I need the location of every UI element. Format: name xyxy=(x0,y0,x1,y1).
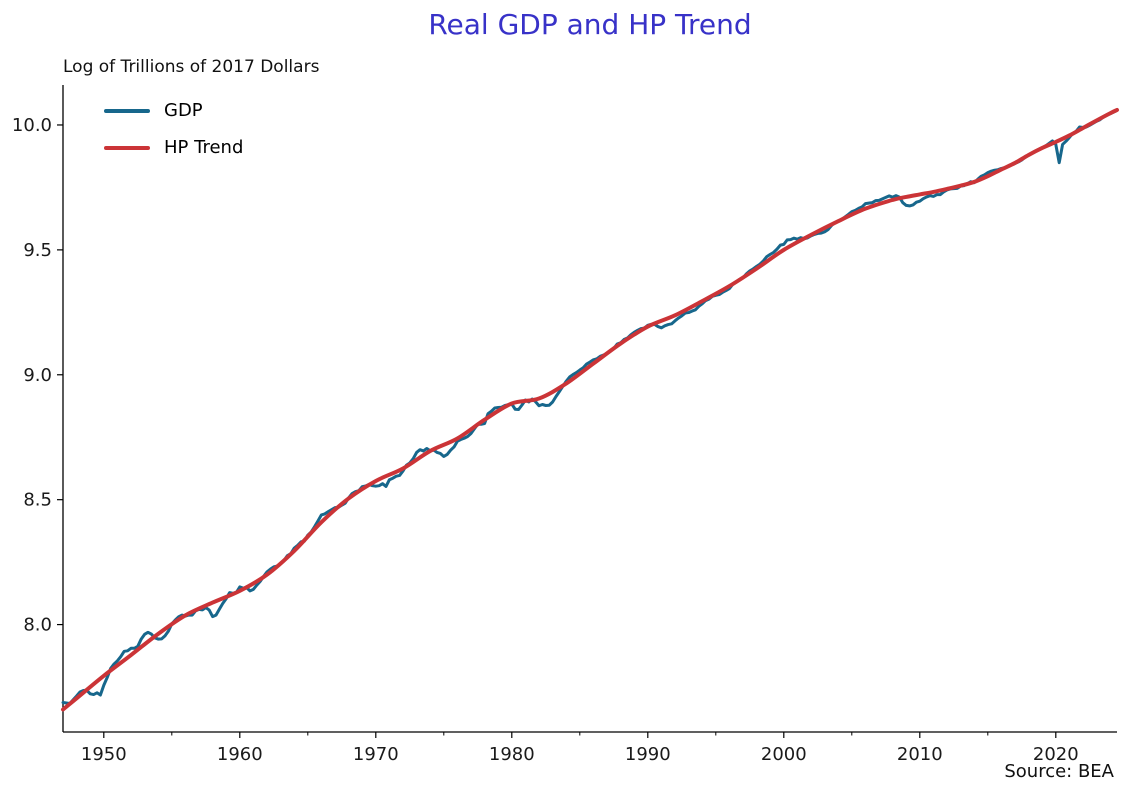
y-axis-unit-label: Log of Trillions of 2017 Dollars xyxy=(63,57,320,77)
legend: GDP HP Trend xyxy=(104,92,243,166)
legend-label: HP Trend xyxy=(164,137,244,158)
x-tick-label: 2020 xyxy=(1033,744,1079,765)
legend-item-hp-trend: HP Trend xyxy=(104,129,243,166)
y-tick-label: 9.5 xyxy=(23,240,52,261)
y-tick-label: 8.5 xyxy=(23,490,52,511)
legend-line-swatch xyxy=(104,108,150,113)
gdp-line xyxy=(61,108,1119,706)
y-tick-label: 8.0 xyxy=(23,615,52,636)
x-tick-label: 2000 xyxy=(761,744,807,765)
x-tick-label: 1990 xyxy=(625,744,671,765)
x-tick-label: 1950 xyxy=(81,744,127,765)
legend-line-swatch xyxy=(104,145,150,150)
y-tick-label: 10.0 xyxy=(12,115,52,136)
legend-label: GDP xyxy=(164,100,203,121)
x-tick-label: 1960 xyxy=(217,744,263,765)
y-tick-label: 9.0 xyxy=(23,365,52,386)
chart-title: Real GDP and HP Trend xyxy=(428,8,752,41)
x-tick-label: 1970 xyxy=(353,744,399,765)
legend-item-gdp: GDP xyxy=(104,92,243,129)
x-tick-label: 1980 xyxy=(489,744,535,765)
x-tick-label: 2010 xyxy=(897,744,943,765)
source-note: Source: BEA xyxy=(1004,761,1114,782)
hp-trend-line xyxy=(61,107,1119,712)
